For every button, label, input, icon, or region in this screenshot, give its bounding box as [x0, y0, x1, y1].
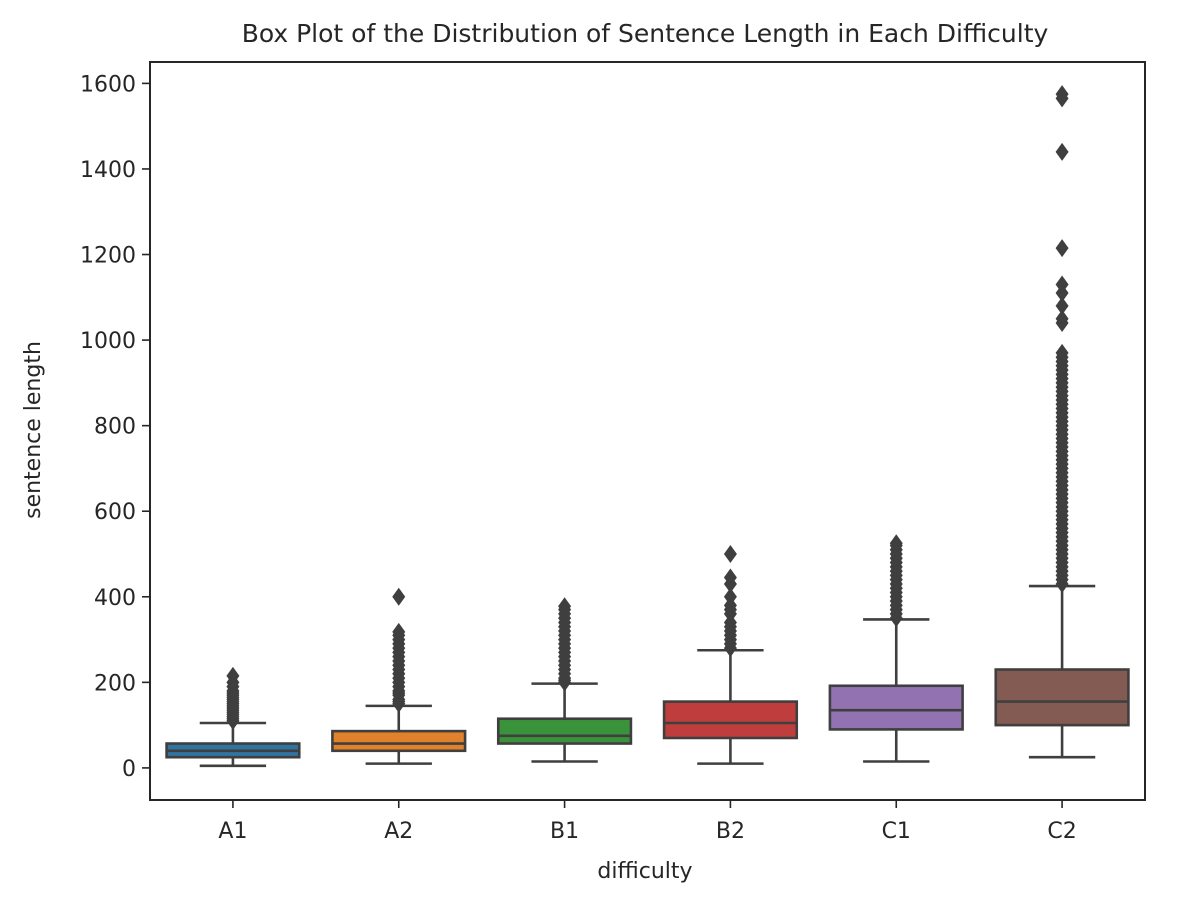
outlier-point — [1055, 309, 1069, 328]
box-B2 — [662, 700, 799, 740]
outlier-point — [1055, 275, 1069, 294]
plot-frame — [149, 61, 1146, 801]
y-tick-label: 1400 — [80, 158, 136, 183]
x-axis: A1 A2 B1 B2 C1 C2 — [218, 800, 1077, 844]
y-axis: 0 200 400 600 800 1000 1200 1400 1600 — [80, 72, 150, 782]
x-axis-label: difficulty — [597, 859, 692, 884]
chart-title: Box Plot of the Distribution of Sentence… — [242, 19, 1049, 48]
y-tick-label: 1000 — [80, 329, 136, 354]
box-group-B1 — [496, 597, 633, 763]
box-A2 — [331, 729, 467, 753]
x-tick-label: C1 — [882, 819, 911, 844]
outlier-point — [392, 587, 406, 606]
box-group-C1 — [828, 534, 964, 763]
outlier-point — [723, 568, 737, 587]
outlier-point — [1055, 239, 1069, 258]
x-tick-label: A1 — [218, 819, 247, 844]
box-group-C2 — [994, 85, 1130, 759]
y-tick-label: 0 — [122, 757, 136, 782]
outlier-point — [889, 534, 903, 553]
x-tick-label: C2 — [1047, 819, 1076, 844]
y-axis-label: sentence length — [21, 341, 46, 519]
box-group-A1 — [165, 666, 301, 768]
x-tick-label: B2 — [716, 819, 745, 844]
outlier-point — [1055, 296, 1069, 315]
x-tick-label: B1 — [550, 819, 579, 844]
box-C1 — [828, 684, 964, 731]
y-tick-label: 600 — [94, 500, 136, 525]
plot-area — [165, 85, 1130, 768]
outlier-point — [558, 597, 572, 616]
box-group-B2 — [662, 545, 799, 765]
y-tick-label: 800 — [94, 415, 136, 440]
y-tick-label: 1200 — [80, 244, 136, 269]
box-group-A2 — [331, 587, 467, 765]
outlier-point — [1055, 343, 1069, 362]
box-C2 — [994, 668, 1130, 727]
outlier-point — [392, 622, 406, 641]
outlier-point — [723, 545, 737, 563]
outlier-point — [723, 587, 737, 606]
outlier-point — [226, 666, 240, 685]
box-B1 — [496, 717, 633, 745]
y-tick-label: 200 — [94, 671, 136, 696]
outlier-point — [1055, 85, 1069, 104]
outlier-point — [1055, 142, 1069, 161]
x-tick-label: A2 — [384, 819, 413, 844]
y-tick-label: 1600 — [80, 72, 136, 97]
y-tick-label: 400 — [94, 586, 136, 611]
